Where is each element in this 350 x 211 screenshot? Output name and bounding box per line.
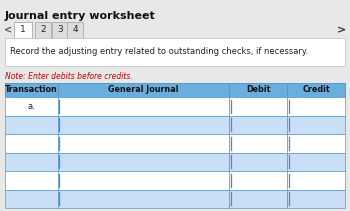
FancyBboxPatch shape xyxy=(229,83,287,97)
FancyBboxPatch shape xyxy=(58,97,229,115)
FancyBboxPatch shape xyxy=(5,38,345,66)
FancyBboxPatch shape xyxy=(229,153,287,171)
FancyBboxPatch shape xyxy=(5,153,58,171)
FancyBboxPatch shape xyxy=(5,189,58,208)
FancyBboxPatch shape xyxy=(58,83,229,97)
FancyBboxPatch shape xyxy=(287,134,345,153)
FancyBboxPatch shape xyxy=(229,171,287,189)
FancyBboxPatch shape xyxy=(229,134,287,153)
FancyBboxPatch shape xyxy=(287,189,345,208)
FancyBboxPatch shape xyxy=(287,153,345,171)
FancyBboxPatch shape xyxy=(287,83,345,97)
FancyBboxPatch shape xyxy=(58,134,229,153)
FancyBboxPatch shape xyxy=(287,115,345,134)
Text: >: > xyxy=(337,25,346,35)
FancyBboxPatch shape xyxy=(5,171,58,189)
FancyBboxPatch shape xyxy=(58,115,229,134)
Text: Note: Enter debits before credits.: Note: Enter debits before credits. xyxy=(5,72,133,81)
FancyBboxPatch shape xyxy=(14,22,32,38)
Text: Record the adjusting entry related to outstanding checks, if necessary.: Record the adjusting entry related to ou… xyxy=(10,47,308,57)
FancyBboxPatch shape xyxy=(229,97,287,115)
FancyBboxPatch shape xyxy=(58,171,229,189)
Text: 2: 2 xyxy=(40,26,46,35)
FancyBboxPatch shape xyxy=(5,115,58,134)
Text: 4: 4 xyxy=(72,26,78,35)
FancyBboxPatch shape xyxy=(229,115,287,134)
Text: 3: 3 xyxy=(57,26,63,35)
Text: Journal entry worksheet: Journal entry worksheet xyxy=(5,11,156,21)
FancyBboxPatch shape xyxy=(5,83,58,97)
FancyBboxPatch shape xyxy=(58,153,229,171)
FancyBboxPatch shape xyxy=(58,189,229,208)
FancyBboxPatch shape xyxy=(229,189,287,208)
Text: Transaction: Transaction xyxy=(5,85,58,95)
FancyBboxPatch shape xyxy=(287,97,345,115)
FancyBboxPatch shape xyxy=(5,97,58,115)
Text: a.: a. xyxy=(27,102,35,111)
Text: 1: 1 xyxy=(20,26,26,35)
FancyBboxPatch shape xyxy=(287,171,345,189)
FancyBboxPatch shape xyxy=(52,22,68,38)
Text: Credit: Credit xyxy=(302,85,330,95)
Text: <: < xyxy=(4,25,12,35)
Text: General Journal: General Journal xyxy=(108,85,179,95)
Text: Debit: Debit xyxy=(246,85,271,95)
FancyBboxPatch shape xyxy=(5,134,58,153)
FancyBboxPatch shape xyxy=(35,22,51,38)
FancyBboxPatch shape xyxy=(67,22,83,38)
